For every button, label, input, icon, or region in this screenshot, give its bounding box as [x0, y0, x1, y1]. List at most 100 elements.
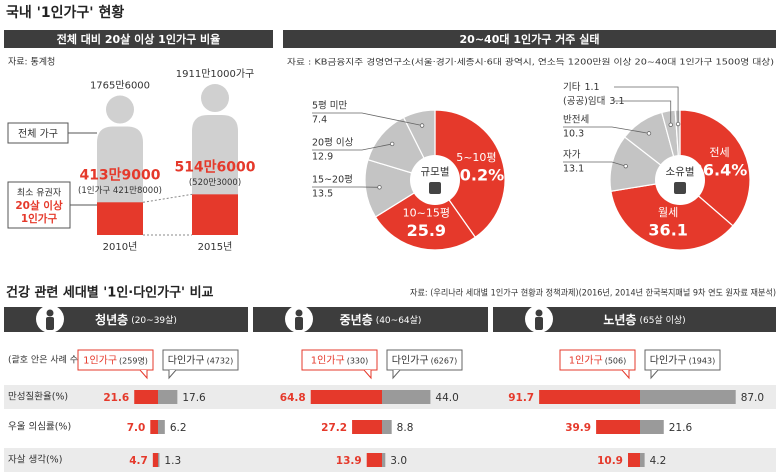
- panel-header-text: 중년층 (40~64살): [340, 312, 422, 327]
- legend-count: (259명): [119, 355, 148, 365]
- legend-pointer: [650, 369, 659, 380]
- multi-household-bar: [382, 453, 386, 467]
- legend-count: (6267): [431, 356, 458, 365]
- row-label: 우울 의심률(%): [8, 422, 71, 433]
- single-household-bar: [97, 202, 143, 235]
- legend-pointer: [168, 369, 177, 380]
- leader-line: [312, 112, 423, 126]
- slice-value: 7.4: [312, 115, 327, 126]
- multi-household-bar: [382, 420, 392, 434]
- value-label: 39.9: [565, 422, 591, 434]
- year-label: 2010년: [103, 241, 138, 253]
- total-label: 1765만6000: [90, 80, 150, 92]
- pie-slice: [364, 158, 437, 218]
- slice-label: 기타 1.1: [563, 82, 600, 93]
- pie-center: [655, 155, 705, 205]
- section-title: 건강 관련 세대별 '1인·다인가구' 비교: [6, 285, 214, 301]
- slice-name: 월세: [658, 206, 678, 219]
- value-label: 1.3: [164, 455, 181, 467]
- legend-text: 1인가구 (506): [569, 355, 626, 367]
- legend-text: 최소 유권자: [17, 187, 62, 199]
- single-household-bar: [352, 420, 382, 434]
- single-household-bar: [628, 453, 640, 467]
- legend-box: [77, 349, 154, 371]
- slice-value: 12.9: [312, 152, 333, 163]
- connector: [142, 193, 193, 203]
- legend-name: 다인가구: [392, 355, 429, 367]
- legend-text: 1인가구 (259명): [83, 355, 148, 367]
- single-household-bar: [192, 194, 238, 235]
- legend-box: [301, 349, 378, 371]
- leader-dot: [623, 163, 628, 169]
- total-label: 1911만1000가구: [176, 68, 255, 80]
- panel-subtitle: (20~39살): [131, 315, 177, 326]
- legend-box: [7, 181, 71, 229]
- slice-name: 5평 미만: [312, 101, 348, 112]
- figure-head: [201, 84, 229, 113]
- single-household-bar: [134, 390, 158, 404]
- pie-center-label: 규모별: [421, 166, 450, 178]
- value-label: 4.7: [129, 455, 148, 467]
- value-label: 6.2: [170, 422, 187, 434]
- slice-value: 10.3: [563, 129, 584, 140]
- single-sub-label: (520만3000): [189, 178, 241, 188]
- slice-value: 40.2%: [449, 165, 505, 184]
- slice-name: 기타: [563, 82, 581, 93]
- pie-slice: [679, 109, 751, 227]
- year-label: 2015년: [198, 241, 233, 253]
- pie-center: [410, 155, 460, 205]
- leader-dot: [419, 123, 425, 128]
- legend-text: 다인가구 (6267): [392, 355, 457, 367]
- legend-box: [644, 349, 721, 371]
- leader-line: [563, 126, 650, 134]
- legend-box: [386, 349, 463, 371]
- age-icon-head: [535, 309, 543, 317]
- age-icon-head: [295, 309, 303, 317]
- legend-name: 다인가구: [168, 355, 205, 367]
- leader-dot: [389, 141, 395, 147]
- age-icon-body: [535, 317, 543, 330]
- legend-pointer: [139, 369, 148, 380]
- legend-name: 다인가구: [650, 355, 687, 367]
- value-label: 64.8: [280, 392, 306, 404]
- legend-text: 20살 이상: [15, 199, 63, 212]
- pie-slice: [434, 109, 506, 239]
- slice-value: 1.1: [584, 82, 599, 93]
- value-label: 8.8: [397, 422, 414, 434]
- panel-header-text: 20~40대 1인가구 거주 실태: [460, 32, 600, 46]
- single-household-bar: [152, 453, 158, 467]
- slice-value: 25.9: [407, 221, 446, 240]
- source: 자료 : KB금융지주 경영연구소(서울·경기·세종시·6대 광역시, 연소득 …: [287, 57, 774, 67]
- leader-dot: [646, 131, 652, 136]
- page-title: 국내 '1인가구' 현황: [6, 4, 124, 21]
- pie-slice: [374, 179, 477, 251]
- slice-value: 36.4%: [692, 160, 748, 179]
- slice-name: 반전세: [563, 115, 589, 126]
- panel-header-bar: [283, 30, 776, 48]
- multi-household-bar: [158, 420, 165, 434]
- slice-name: 전세: [709, 146, 729, 159]
- panel-header-text: 청년층 (20~39살): [95, 312, 177, 327]
- panel-title: 노년층: [603, 312, 636, 327]
- legend-count: (506): [605, 356, 627, 365]
- note: (괄호 안은 사례 수): [8, 354, 82, 366]
- slice-name: 자가: [563, 150, 581, 161]
- leader-dot: [668, 122, 673, 127]
- pie-center-icon: [674, 182, 686, 194]
- slice-name: 20평 이상: [312, 138, 354, 149]
- value-label: 27.2: [321, 422, 347, 434]
- legend-box: [559, 349, 636, 371]
- legend-text: 다인가구 (1943): [650, 355, 715, 367]
- age-icon-body: [46, 317, 54, 330]
- figure-head: [106, 95, 134, 124]
- legend-name: 1인가구: [311, 355, 345, 367]
- multi-household-bar: [158, 390, 178, 404]
- single-household-bar: [539, 390, 640, 404]
- legend-name: 1인가구: [569, 355, 603, 367]
- value-label: 21.6: [669, 422, 693, 434]
- slice-value: 13.1: [563, 164, 584, 175]
- legend-count: (1943): [689, 356, 716, 365]
- panel-subtitle: (65살 이상): [639, 315, 685, 326]
- panel-header-text: 전체 대비 20살 이상 1인가구 비율: [57, 32, 221, 46]
